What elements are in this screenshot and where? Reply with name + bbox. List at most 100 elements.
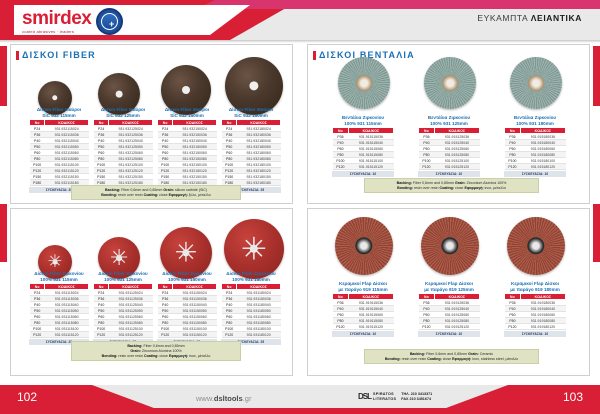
table-row[interactable]: P60 931.915180060 <box>504 145 566 153</box>
table-row[interactable]: P80 931.931150080 <box>157 319 217 327</box>
table-row[interactable]: P40 931.931115040 <box>29 301 89 309</box>
table-row[interactable]: P60 931.915125060 <box>418 145 480 153</box>
table-row[interactable]: P40 931.919115040 <box>332 305 394 313</box>
table-row[interactable]: P120 931.919180120 <box>504 323 566 331</box>
table-row[interactable]: P24 931.932150024 <box>157 125 217 133</box>
table-row[interactable]: P36 931.919125036 <box>418 299 480 307</box>
table-row[interactable]: P80 931.919115080 <box>332 317 394 325</box>
table-row[interactable]: P80 931.932180080 <box>221 155 281 163</box>
table-row[interactable]: P80 931.932125080 <box>93 155 153 163</box>
table-row[interactable]: P60 931.931180060 <box>221 313 281 321</box>
table-row[interactable]: P24 931.931180024 <box>221 289 281 297</box>
table-row[interactable]: P40 931.919125040 <box>418 305 480 313</box>
table-row[interactable]: P80 931.919180080 <box>504 317 566 325</box>
table-row[interactable]: P150 931.932115150 <box>29 173 89 181</box>
table-row[interactable]: P36 931.931180036 <box>221 295 281 303</box>
table-row[interactable]: P180 931.932115180 <box>29 179 89 187</box>
table-row[interactable]: P36 931.931150036 <box>157 295 217 303</box>
table-row[interactable]: P40 931.932150040 <box>157 137 217 145</box>
table-row[interactable]: P60 931.919115060 <box>332 311 394 319</box>
table-row[interactable]: P36 931.915115036 <box>332 133 394 141</box>
table-row[interactable]: P50 931.931150050 <box>157 307 217 315</box>
table-row[interactable]: P100 931.931180100 <box>221 325 281 333</box>
table-row[interactable]: P50 931.932115050 <box>29 143 89 151</box>
table-row[interactable]: P60 931.932115060 <box>29 149 89 157</box>
table-row[interactable]: P120 931.931150120 <box>157 331 217 339</box>
table-row[interactable]: P40 931.932115040 <box>29 137 89 145</box>
table-row[interactable]: P120 931.919125120 <box>418 323 480 331</box>
table-row[interactable]: P100 931.915180100 <box>504 157 566 165</box>
table-row[interactable]: P60 931.931125060 <box>93 313 153 321</box>
table-row[interactable]: P60 931.932180060 <box>221 149 281 157</box>
table-row[interactable]: P80 931.932115080 <box>29 155 89 163</box>
table-row[interactable]: P40 931.932180040 <box>221 137 281 145</box>
table-row[interactable]: P50 931.931180050 <box>221 307 281 315</box>
table-row[interactable]: P40 931.931150040 <box>157 301 217 309</box>
table-row[interactable]: P24 931.932115024 <box>29 125 89 133</box>
table-row[interactable]: P36 931.932180036 <box>221 131 281 139</box>
table-row[interactable]: P40 931.915115040 <box>332 139 394 147</box>
table-row[interactable]: P50 931.932150050 <box>157 143 217 151</box>
table-row[interactable]: P36 931.931125036 <box>93 295 153 303</box>
table-row[interactable]: P36 931.932115036 <box>29 131 89 139</box>
table-row[interactable]: P24 931.931125024 <box>93 289 153 297</box>
table-row[interactable]: P100 931.931125100 <box>93 325 153 333</box>
table-row[interactable]: P80 931.931180080 <box>221 319 281 327</box>
table-row[interactable]: P24 931.931115024 <box>29 289 89 297</box>
table-row[interactable]: P40 931.915180040 <box>504 139 566 147</box>
table-row[interactable]: P40 931.919180040 <box>504 305 566 313</box>
table-row[interactable]: P40 931.915125040 <box>418 139 480 147</box>
table-row[interactable]: P80 931.915115080 <box>332 151 394 159</box>
table-row[interactable]: P100 931.931115100 <box>29 325 89 333</box>
table-row[interactable]: P36 931.919115036 <box>332 299 394 307</box>
table-row[interactable]: P120 931.931125120 <box>93 331 153 339</box>
table-row[interactable]: P100 931.915115100 <box>332 157 394 165</box>
table-row[interactable]: P80 931.919125080 <box>418 317 480 325</box>
table-row[interactable]: P100 931.932150100 <box>157 161 217 169</box>
table-row[interactable]: P60 931.932150060 <box>157 149 217 157</box>
table-row[interactable]: P120 931.919115120 <box>332 323 394 331</box>
table-row[interactable]: P120 931.932150120 <box>157 167 217 175</box>
table-row[interactable]: P40 931.931125040 <box>93 301 153 309</box>
table-row[interactable]: P40 931.932125040 <box>93 137 153 145</box>
table-row[interactable]: P60 931.919180060 <box>504 311 566 319</box>
table-row[interactable]: P36 931.915125036 <box>418 133 480 141</box>
table-row[interactable]: P36 931.931115036 <box>29 295 89 303</box>
table-row[interactable]: P120 931.932125120 <box>93 167 153 175</box>
table-row[interactable]: P24 931.932125024 <box>93 125 153 133</box>
table-row[interactable]: P60 931.932125060 <box>93 149 153 157</box>
table-row[interactable]: P150 931.932125150 <box>93 173 153 181</box>
table-row[interactable]: P100 931.932115100 <box>29 161 89 169</box>
table-row[interactable]: P120 931.931180120 <box>221 331 281 339</box>
table-row[interactable]: P150 931.932180150 <box>221 173 281 181</box>
table-row[interactable]: P80 931.931125080 <box>93 319 153 327</box>
table-row[interactable]: P36 931.932125036 <box>93 131 153 139</box>
table-row[interactable]: P50 931.931115050 <box>29 307 89 315</box>
table-row[interactable]: P24 931.931150024 <box>157 289 217 297</box>
table-row[interactable]: P120 931.915180120 <box>504 163 566 171</box>
table-row[interactable]: P100 931.931150100 <box>157 325 217 333</box>
table-row[interactable]: P60 931.931150060 <box>157 313 217 321</box>
table-row[interactable]: P40 931.931180040 <box>221 301 281 309</box>
table-row[interactable]: P80 931.931115080 <box>29 319 89 327</box>
table-row[interactable]: P80 931.932150080 <box>157 155 217 163</box>
table-row[interactable]: P24 931.932180024 <box>221 125 281 133</box>
table-row[interactable]: P36 931.932150036 <box>157 131 217 139</box>
table-row[interactable]: P150 931.932150150 <box>157 173 217 181</box>
table-row[interactable]: P50 931.931125050 <box>93 307 153 315</box>
footer-website-url[interactable]: www.dsltools.gr <box>196 394 251 403</box>
table-row[interactable]: P100 931.915125100 <box>418 157 480 165</box>
table-row[interactable]: P60 931.919125060 <box>418 311 480 319</box>
table-row[interactable]: P50 931.932125050 <box>93 143 153 151</box>
table-row[interactable]: P60 931.931115060 <box>29 313 89 321</box>
table-row[interactable]: P100 931.932125100 <box>93 161 153 169</box>
table-row[interactable]: P120 931.915115120 <box>332 163 394 171</box>
table-row[interactable]: P100 931.932180100 <box>221 161 281 169</box>
table-row[interactable]: P120 931.915125120 <box>418 163 480 171</box>
table-row[interactable]: P120 931.931115120 <box>29 331 89 339</box>
table-row[interactable]: P120 931.932115120 <box>29 167 89 175</box>
table-row[interactable]: P50 931.932180050 <box>221 143 281 151</box>
table-row[interactable]: P36 931.915180036 <box>504 133 566 141</box>
table-row[interactable]: P36 931.919180036 <box>504 299 566 307</box>
table-row[interactable]: P80 931.915180080 <box>504 151 566 159</box>
